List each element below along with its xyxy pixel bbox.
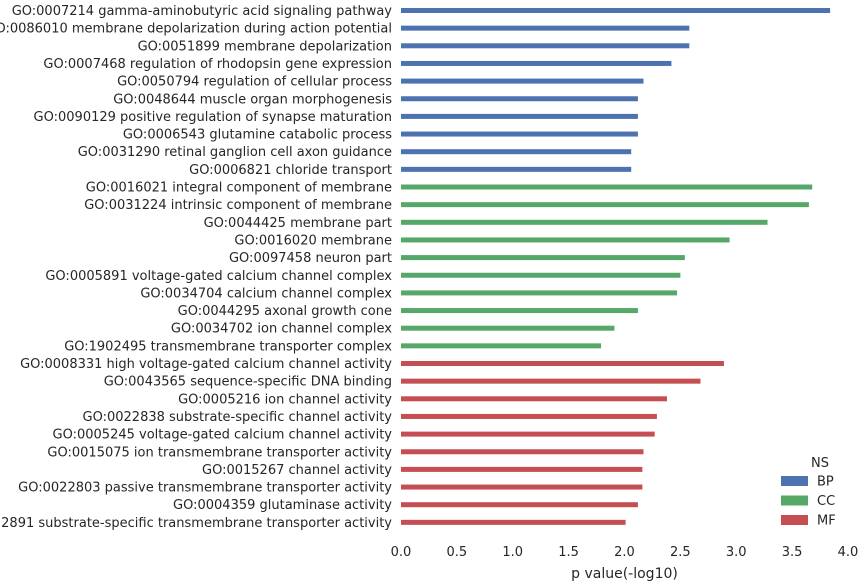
category-label: GO:0043565 sequence-specific DNA binding (104, 375, 392, 390)
category-label: GO:0006821 chloride transport (189, 163, 392, 178)
bar-bp (401, 166, 632, 172)
category-label: GO:0016020 membrane (234, 233, 392, 248)
legend-label-bp: BP (817, 475, 834, 490)
category-label: GO:0006543 glutamine catabolic process (123, 128, 392, 143)
category-label: GO:0031290 retinal ganglion cell axon gu… (78, 145, 392, 160)
category-label: GO:0005216 ion channel activity (178, 392, 392, 407)
category-label: GO:0022891 substrate-specific transmembr… (0, 516, 392, 531)
bar-mf (401, 413, 657, 419)
x-tick-label: 2.5 (670, 545, 691, 560)
bar-cc (401, 184, 813, 190)
category-label: GO:0005245 voltage-gated calcium channel… (53, 428, 393, 443)
bar-bp (401, 60, 672, 66)
bar-mf (401, 466, 643, 472)
x-tick-label: 3.5 (782, 545, 803, 560)
bar-cc (401, 272, 681, 278)
category-label: GO:0044425 membrane part (204, 216, 392, 231)
category-label: GO:0086010 membrane depolarization durin… (0, 22, 392, 37)
category-label: GO:0022838 substrate-specific channel ac… (83, 410, 393, 425)
legend: NS BP CC MF (781, 456, 836, 529)
bar-bp (401, 149, 632, 155)
category-label: GO:0004359 glutaminase activity (173, 498, 392, 513)
bar-bp (401, 96, 638, 102)
category-label: GO:0034702 ion channel complex (171, 322, 392, 337)
legend-title: NS (811, 456, 829, 471)
category-label: GO:0022803 passive transmembrane transpo… (18, 481, 392, 496)
x-tick-label: 1.0 (502, 545, 523, 560)
bar-cc (401, 325, 615, 331)
x-axis-title: p value(-log10) (571, 566, 678, 582)
bar-bp (401, 8, 831, 13)
bar-mf (401, 449, 644, 455)
legend-swatch-cc (781, 495, 808, 506)
category-label: GO:0015075 ion transmembrane transporter… (47, 445, 392, 460)
bars-layer (401, 8, 831, 525)
legend-label-cc: CC (817, 494, 835, 509)
x-tick-label: 4.0 (838, 545, 859, 560)
category-label: GO:0005891 voltage-gated calcium channel… (45, 269, 392, 284)
category-label: GO:0090129 positive regulation of synaps… (34, 110, 392, 125)
category-label: GO:0007214 gamma-aminobutyric acid signa… (12, 4, 393, 19)
bar-mf (401, 519, 626, 525)
category-label: GO:0044295 axonal growth cone (178, 304, 392, 319)
bar-cc (401, 219, 768, 225)
bar-cc (401, 343, 602, 349)
x-tick-label: 1.5 (558, 545, 579, 560)
bar-cc (401, 290, 678, 296)
bar-mf (401, 484, 643, 490)
legend-label-mf: MF (817, 514, 836, 529)
bar-bp (401, 131, 638, 137)
bar-bp (401, 113, 638, 119)
bar-mf (401, 361, 724, 366)
bar-cc (401, 202, 809, 208)
category-label: GO:0015267 channel activity (202, 463, 392, 478)
category-label: GO:0031224 intrinsic component of membra… (84, 198, 392, 213)
category-label: GO:0007468 regulation of rhodopsin gene … (43, 57, 392, 72)
bar-bp (401, 25, 690, 31)
bar-mf (401, 502, 638, 508)
x-tick-label: 3.0 (726, 545, 747, 560)
x-tick-label: 0.5 (447, 545, 468, 560)
category-label: GO:0008331 high voltage-gated calcium ch… (20, 357, 392, 372)
category-label: GO:0050794 regulation of cellular proces… (117, 75, 392, 90)
legend-swatch-bp (781, 476, 808, 486)
bar-bp (401, 43, 690, 49)
category-label: GO:0097458 neuron part (229, 251, 392, 266)
bar-cc (401, 237, 730, 243)
legend-swatch-mf (781, 515, 808, 525)
bar-mf (401, 396, 667, 402)
category-labels: GO:0007214 gamma-aminobutyric acid signa… (0, 4, 392, 531)
bar-mf (401, 431, 655, 437)
x-tick-label: 0.0 (391, 545, 412, 560)
bar-mf (401, 378, 701, 384)
bar-cc (401, 255, 685, 261)
x-axis-ticks: 0.0 0.5 1.0 1.5 2.0 2.5 3.0 3.5 4.0 (391, 545, 859, 560)
bar-cc (401, 308, 638, 314)
legend-entries: BP CC MF (781, 475, 836, 529)
category-label: GO:0034704 calcium channel complex (140, 286, 392, 301)
bar-bp (401, 78, 644, 84)
category-label: GO:0051899 membrane depolarization (138, 39, 392, 54)
category-label: GO:1902495 transmembrane transporter com… (64, 339, 392, 354)
category-label: GO:0048644 muscle organ morphogenesis (113, 92, 392, 107)
x-tick-label: 2.0 (614, 545, 635, 560)
category-label: GO:0016021 integral component of membran… (86, 181, 392, 196)
